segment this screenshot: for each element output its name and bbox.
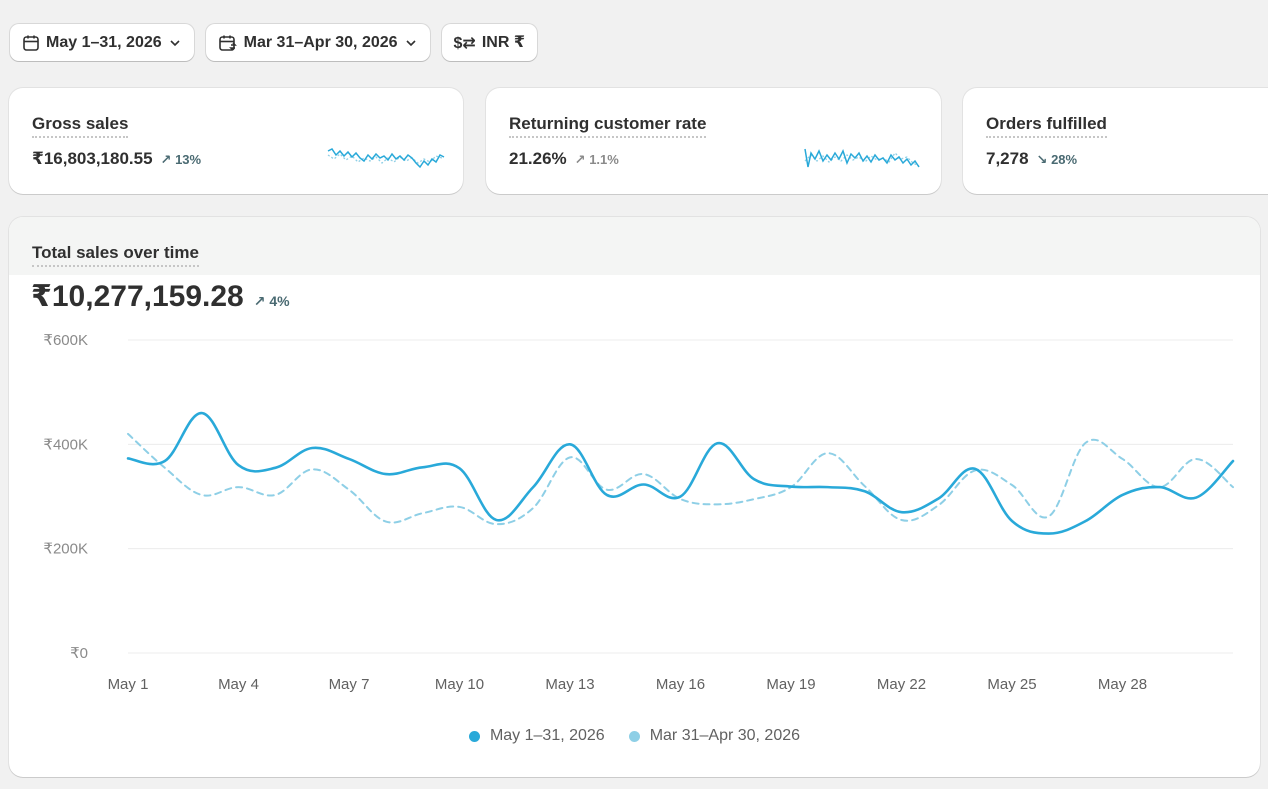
date-range-label: May 1–31, 2026 [46, 33, 162, 51]
metric-change: ↗ 1.1% [574, 152, 619, 167]
x-tick-label: May 7 [329, 676, 370, 693]
total-sales-panel: Total sales over time ₹10,277,159.28 ↗ 4… [9, 217, 1260, 777]
arrow-up-right-icon: ↗ [574, 152, 586, 167]
sales-line-chart: ₹0 ₹200K ₹400K ₹600K May 1 May 4 May 7 May 10 Ma… [43, 332, 1235, 693]
compare-range-button[interactable]: Mar 31–Apr 30, 2026 [205, 24, 430, 61]
legend-item-comparison[interactable]: Mar 31–Apr 30, 2026 [628, 727, 801, 745]
arrow-down-right-icon: ↘ [1036, 152, 1048, 167]
currency-button[interactable]: $⇄ INR ₹ [441, 24, 537, 61]
x-tick-label: May 16 [656, 676, 705, 693]
y-tick-label: ₹200K [43, 541, 88, 558]
compare-range-label: Mar 31–Apr 30, 2026 [243, 33, 398, 51]
panel-title[interactable]: Total sales over time [32, 243, 199, 267]
metric-card-gross-sales[interactable]: Gross sales ₹16,803,180.55 ↗ 13% [9, 88, 463, 194]
sparkline-chart [804, 148, 920, 168]
legend-label: May 1–31, 2026 [489, 727, 605, 744]
sparkline-chart [327, 148, 445, 169]
total-sales-change: ↗ 4% [253, 293, 290, 309]
y-tick-label: ₹600K [43, 332, 88, 349]
calendar-compare-icon [218, 34, 238, 52]
currency-label: INR ₹ [481, 33, 525, 51]
calendar-icon [22, 34, 40, 52]
chevron-down-icon [404, 36, 418, 50]
date-range-button[interactable]: May 1–31, 2026 [10, 24, 194, 61]
x-tick-label: May 1 [108, 676, 149, 693]
metric-title: Returning customer rate [509, 114, 707, 138]
x-tick-label: May 10 [435, 676, 484, 693]
x-tick-label: May 4 [218, 676, 259, 693]
legend-item-current[interactable]: May 1–31, 2026 [468, 727, 605, 745]
legend-dot [628, 730, 640, 742]
x-tick-label: May 19 [766, 676, 815, 693]
toolbar: May 1–31, 2026 Mar 31–Apr 30, 2026 $⇄ IN… [10, 24, 537, 61]
y-tick-label: ₹400K [43, 436, 88, 453]
x-tick-label: May 28 [1098, 676, 1147, 693]
metric-card-returning-customer-rate[interactable]: Returning customer rate 21.26% ↗ 1.1% [486, 88, 941, 194]
metric-value: 7,278 [986, 149, 1029, 168]
series-line-comparison [127, 432, 1234, 526]
total-sales-value: ₹10,277,159.28 [31, 280, 244, 313]
metric-title: Gross sales [32, 114, 129, 138]
metric-title: Orders fulfilled [986, 114, 1107, 138]
metric-value: ₹16,803,180.55 [32, 149, 153, 168]
chart-legend: May 1–31, 2026 Mar 31–Apr 30, 2026 [9, 727, 1260, 745]
metric-card-orders-fulfilled[interactable]: Orders fulfilled 7,278 ↘ 28% [963, 88, 1268, 194]
arrow-up-right-icon: ↗ [160, 152, 172, 167]
arrow-up-right-icon: ↗ [253, 293, 266, 309]
x-tick-label: May 22 [877, 676, 926, 693]
series-line-current [126, 411, 1235, 535]
chevron-down-icon [168, 36, 182, 50]
legend-dot [468, 730, 480, 742]
metric-change: ↘ 28% [1036, 152, 1078, 167]
panel-header-band [9, 217, 1260, 275]
legend-label: Mar 31–Apr 30, 2026 [649, 727, 801, 744]
y-tick-label: ₹0 [70, 645, 88, 662]
currency-swap-icon: $⇄ [453, 34, 476, 52]
x-tick-label: May 25 [987, 676, 1036, 693]
metric-value: 21.26% [509, 149, 567, 168]
metric-change: ↗ 13% [160, 152, 202, 167]
x-tick-label: May 13 [545, 676, 594, 693]
